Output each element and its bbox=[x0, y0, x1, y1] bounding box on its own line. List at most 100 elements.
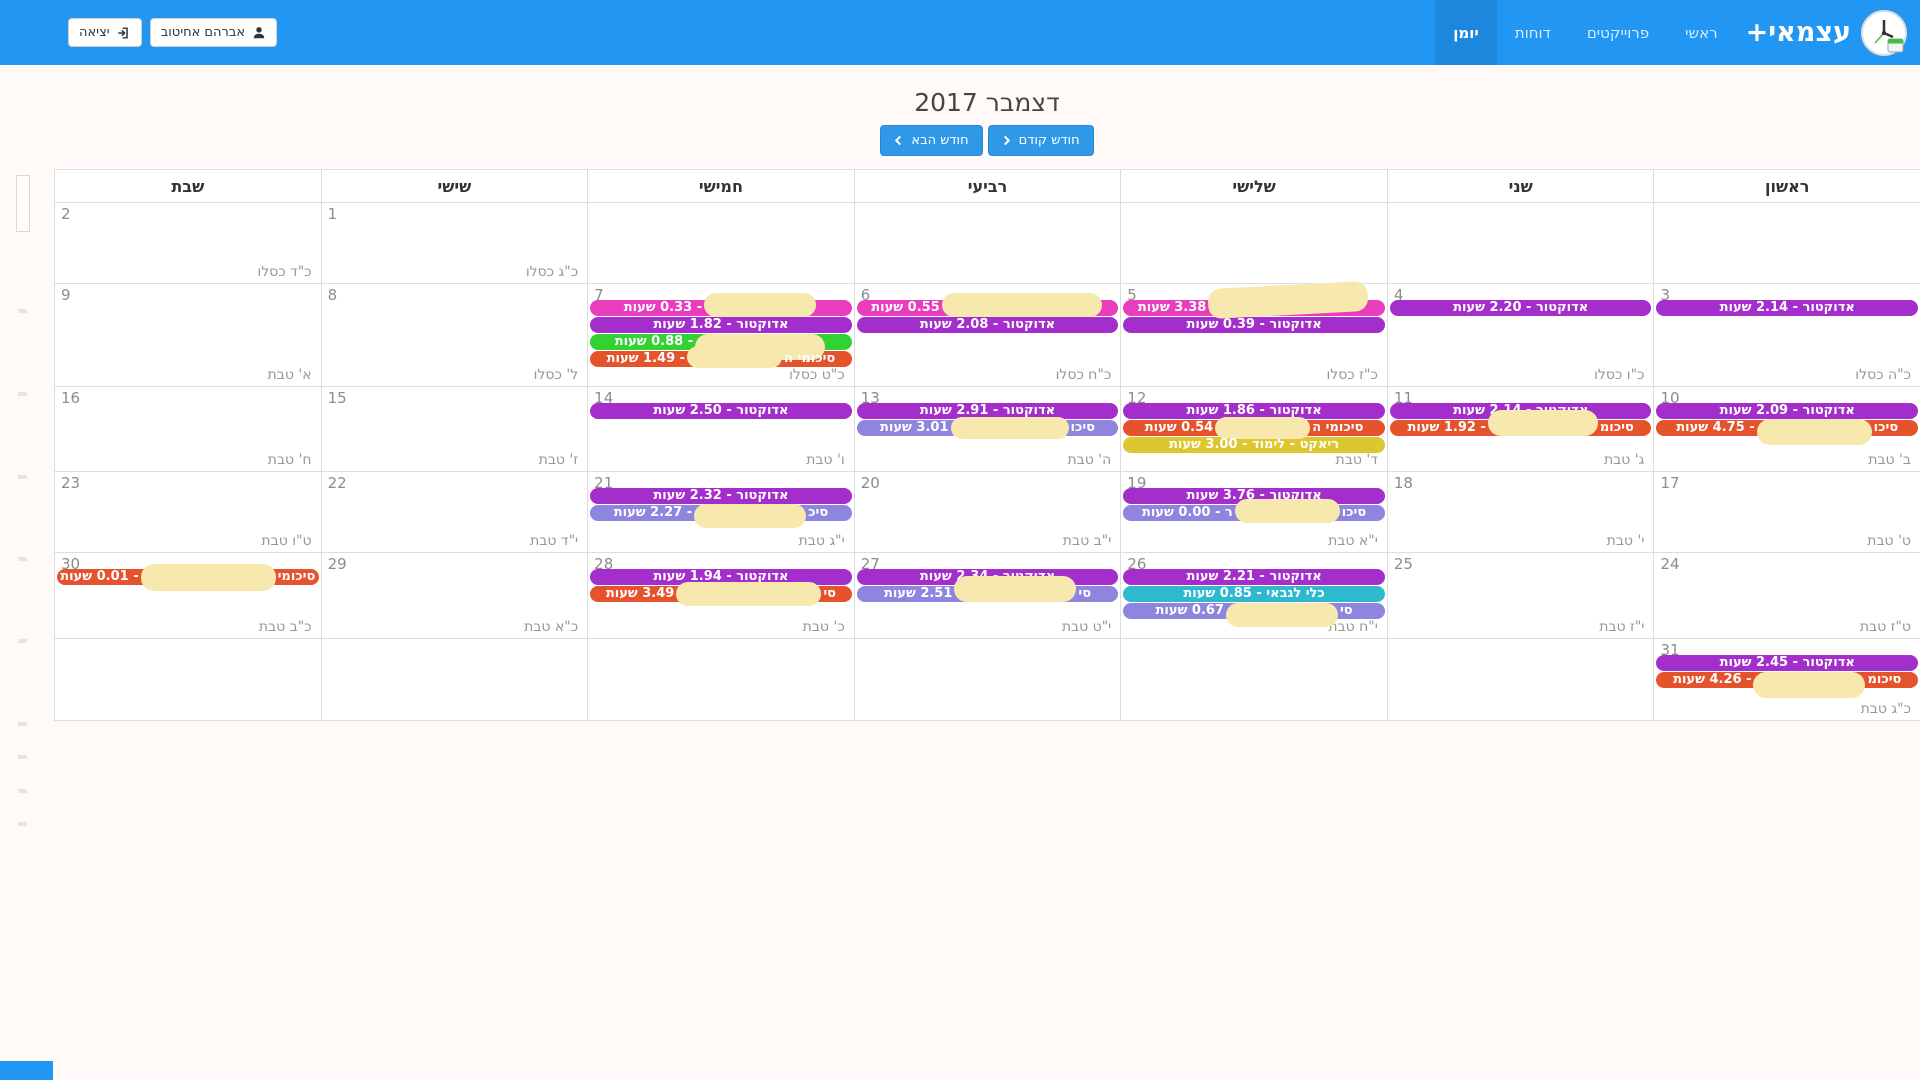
day-cell[interactable] bbox=[1653, 203, 1920, 284]
prev-month-button[interactable]: חודש קודם bbox=[987, 125, 1094, 156]
day-cell[interactable] bbox=[1386, 639, 1654, 721]
brand[interactable]: עצמאי+ bbox=[1736, 0, 1920, 65]
calendar-event[interactable]: סיכומי ה - 1.49 שעות bbox=[590, 346, 852, 368]
calendar-event[interactable]: אדוקטור - 1.94 שעות bbox=[590, 569, 852, 585]
day-cell[interactable]: 29 כ"א טבת bbox=[320, 553, 588, 639]
day-cell[interactable]: 28 אדוקטור - 1.94 שעות סי 3.49 שעות כ' טבת bbox=[587, 553, 854, 639]
day-cell[interactable]: 3 אדוקטור - 2.14 שעות כ"ה כסלו bbox=[1653, 284, 1920, 387]
calendar-event[interactable]: סיכ - 2.27 שעות bbox=[590, 504, 852, 528]
calendar-event[interactable]: אדוקטור - 2.14 שעות bbox=[1656, 300, 1918, 316]
events-stack: אדוקטור - 2.20 שעות bbox=[1389, 300, 1652, 316]
day-cell[interactable]: 13 אדוקטור - 2.91 שעות סיכו 3.01 שעות ה' טבת bbox=[853, 387, 1121, 472]
day-cell[interactable]: 20 י"ב טבת bbox=[853, 472, 1121, 553]
day-cell[interactable]: 19 אדוקטור - 3.76 שעות סיכו ר - 0.00 שעות י"… bbox=[1120, 472, 1387, 553]
calendar-event[interactable]: סיכו 3.01 שעות bbox=[856, 417, 1119, 439]
calendar-event[interactable]: ריאקט - לימוד - 3.00 שעות bbox=[1123, 437, 1385, 453]
calendar-event[interactable]: סיכו - 4.75 שעות bbox=[1656, 419, 1918, 445]
calendar-event[interactable]: אדוקטור - 2.45 שעות bbox=[1656, 655, 1918, 671]
day-cell[interactable]: 16 ח' טבת bbox=[54, 387, 321, 472]
hebrew-date: כ"ג טבת bbox=[1860, 701, 1911, 717]
calendar-event[interactable]: סי 2.51 שעות bbox=[856, 576, 1119, 602]
event-label: אדוקטור - 2.45 שעות bbox=[1719, 655, 1855, 670]
left-edge-dash bbox=[18, 755, 27, 759]
day-cell[interactable] bbox=[320, 639, 588, 721]
day-cell[interactable]: 9 א' טבת bbox=[54, 284, 321, 387]
calendar-event[interactable]: סיכו ר - 0.00 שעות bbox=[1123, 499, 1385, 523]
redaction-blob bbox=[687, 346, 783, 368]
event-label: אדוקטור - 1.82 שעות bbox=[653, 317, 789, 332]
day-cell[interactable]: 23 ט"ו טבת bbox=[54, 472, 321, 553]
calendar-event[interactable]: אדוקטור - 2.91 שעות bbox=[856, 403, 1119, 419]
day-header-4: חמישי bbox=[587, 170, 854, 203]
day-cell[interactable] bbox=[587, 639, 854, 721]
events-stack: אדוקטור - 3.76 שעות סיכו ר - 0.00 שעות bbox=[1123, 488, 1385, 523]
day-cell[interactable]: 25 י"ז טבת bbox=[1386, 553, 1654, 639]
calendar-event[interactable]: סיכומ - 4.26 שעות bbox=[1656, 672, 1918, 698]
week-row: 24 ט"ז טבת 25 י"ז טבת 26 אדוקטור - 2.21 שעות כ… bbox=[54, 553, 1920, 639]
calendar-event[interactable]: סיכומ - 1.92 שעות bbox=[1389, 410, 1652, 436]
day-cell[interactable]: 15 ז' טבת bbox=[320, 387, 588, 472]
day-cell[interactable]: 18 י' טבת bbox=[1386, 472, 1654, 553]
calendar-event[interactable]: סיכומי - 0.01 שעות bbox=[57, 563, 319, 591]
calendar-event[interactable]: 0.55 שעות bbox=[856, 293, 1119, 317]
logout-button[interactable]: יציאה bbox=[68, 18, 142, 47]
calendar-event[interactable]: כלי לגבאי - 0.85 שעות bbox=[1123, 586, 1385, 602]
calendar-event[interactable]: אדוקטור - 2.32 שעות bbox=[590, 488, 852, 504]
events-stack: סיכומי - 0.01 שעות bbox=[57, 563, 319, 591]
day-number: 6 bbox=[860, 286, 871, 304]
calendar-event[interactable]: אדוקטור - 2.21 שעות bbox=[1123, 569, 1385, 585]
day-cell[interactable] bbox=[853, 203, 1121, 284]
day-cell[interactable] bbox=[587, 203, 854, 284]
calendar-event[interactable]: אדוקטור - 0.39 שעות bbox=[1123, 317, 1385, 333]
day-cell[interactable]: 31 אדוקטור - 2.45 שעות סיכומ - 4.26 שעות כ"ג… bbox=[1653, 639, 1920, 721]
day-cell[interactable] bbox=[853, 639, 1121, 721]
calendar-event[interactable]: סי 3.49 שעות bbox=[590, 582, 852, 606]
day-cell[interactable] bbox=[1120, 639, 1387, 721]
day-cell[interactable] bbox=[1120, 203, 1387, 284]
calendar-event[interactable]: אדוקטור - 2.50 שעות bbox=[590, 403, 852, 419]
calendar-event[interactable]: אדוקטור - 1.86 שעות bbox=[1123, 403, 1385, 419]
day-cell[interactable]: 17 ט' טבת bbox=[1653, 472, 1920, 553]
week-row: 10 אדוקטור - 2.09 שעות סיכו - 4.75 שעות ב' ט… bbox=[54, 387, 1920, 472]
calendar-event[interactable]: סיכומי ה 0.54 שעות bbox=[1123, 417, 1385, 439]
redaction-blob bbox=[941, 293, 1102, 317]
day-cell[interactable]: 7 - 0.33 שעות אדוקטור - 1.82 שעות - 0.88 שע… bbox=[587, 284, 854, 387]
hebrew-date: ב' טבת bbox=[1868, 452, 1911, 468]
day-cell[interactable]: 22 י"ד טבת bbox=[320, 472, 588, 553]
user-button[interactable]: אברהם אחיטוב bbox=[149, 18, 278, 47]
day-cell[interactable]: 5 3.38 שעות אדוקטור - 0.39 שעות כ"ז כסלו bbox=[1120, 280, 1387, 387]
day-cell[interactable]: 12 אדוקטור - 1.86 שעות סיכומי ה 0.54 שעות רי… bbox=[1120, 387, 1387, 472]
day-cell[interactable] bbox=[1386, 203, 1654, 284]
calendar-event[interactable]: 3.38 שעות bbox=[1123, 280, 1385, 320]
day-cell[interactable]: 14 אדוקטור - 2.50 שעות ו' טבת bbox=[587, 387, 854, 472]
calendar-event[interactable]: סי 0.67 שעות bbox=[1123, 603, 1385, 627]
day-number: 26 bbox=[1127, 555, 1147, 573]
day-header-1: שני bbox=[1386, 170, 1654, 203]
day-cell[interactable] bbox=[54, 639, 321, 721]
day-cell[interactable]: 1 כ"ג כסלו bbox=[320, 203, 588, 284]
day-cell[interactable]: 4 אדוקטור - 2.20 שעות כ"ו כסלו bbox=[1386, 284, 1654, 387]
nav-item-journal[interactable]: יומן bbox=[1435, 0, 1497, 65]
day-cell[interactable]: 2 כ"ד כסלו bbox=[54, 203, 321, 284]
next-month-button[interactable]: חודש הבא bbox=[880, 125, 983, 156]
day-cell[interactable]: 24 ט"ז טבת bbox=[1653, 553, 1920, 639]
day-cell[interactable]: 6 0.55 שעות אדוקטור - 2.08 שעות כ"ח כסלו bbox=[853, 284, 1121, 387]
hebrew-date: כ"ט כסלו bbox=[789, 367, 845, 383]
day-cell[interactable]: 30 סיכומי - 0.01 שעות כ"ב טבת bbox=[54, 553, 321, 639]
nav-item-reports[interactable]: דוחות bbox=[1514, 23, 1551, 42]
calendar-event[interactable]: אדוקטור - 2.08 שעות bbox=[856, 317, 1119, 333]
calendar-event[interactable]: אדוקטור - 2.20 שעות bbox=[1389, 300, 1652, 316]
calendar-event[interactable]: אדוקטור - 1.82 שעות bbox=[590, 317, 852, 333]
nav-item-projects[interactable]: פרוייקטים bbox=[1586, 23, 1650, 42]
calendar-event[interactable]: - 0.33 שעות bbox=[590, 293, 852, 317]
calendar-event[interactable]: אדוקטור - 2.09 שעות bbox=[1656, 403, 1918, 419]
day-cell[interactable]: 10 אדוקטור - 2.09 שעות סיכו - 4.75 שעות ב' ט… bbox=[1653, 387, 1920, 472]
day-cell[interactable]: 26 אדוקטור - 2.21 שעות כלי לגבאי - 0.85 שע… bbox=[1120, 553, 1387, 639]
nav-item-home[interactable]: ראשי bbox=[1685, 23, 1718, 42]
event-label: אדוקטור - 2.14 שעות bbox=[1719, 300, 1855, 315]
day-cell[interactable]: 21 אדוקטור - 2.32 שעות סיכ - 2.27 שעות י"ג ט… bbox=[587, 472, 854, 553]
day-cell[interactable]: 8 ל' כסלו bbox=[320, 284, 588, 387]
